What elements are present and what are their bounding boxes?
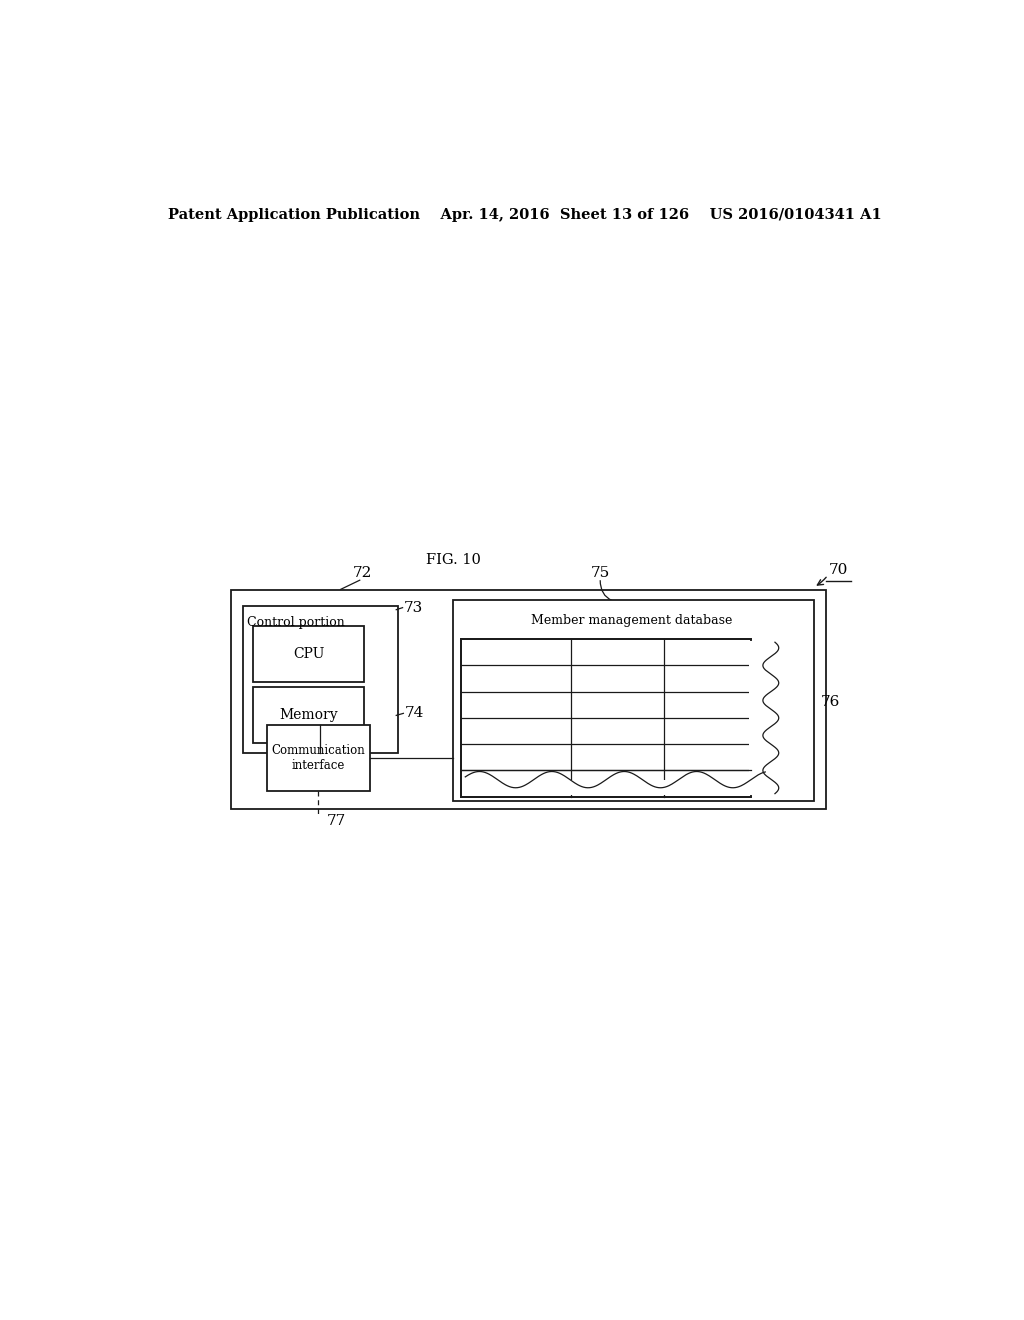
Text: 72: 72 <box>352 566 372 579</box>
Text: 77: 77 <box>327 814 346 828</box>
Text: CPU: CPU <box>293 647 325 661</box>
Text: Control portion: Control portion <box>247 616 345 628</box>
Bar <box>461 639 751 797</box>
Text: 76: 76 <box>821 696 840 709</box>
Bar <box>267 725 370 791</box>
Bar <box>253 626 365 682</box>
Bar <box>750 642 793 795</box>
Text: 73: 73 <box>404 601 423 615</box>
Text: 70: 70 <box>828 564 848 577</box>
Text: Patent Application Publication    Apr. 14, 2016  Sheet 13 of 126    US 2016/0104: Patent Application Publication Apr. 14, … <box>168 209 882 222</box>
Text: Member management database: Member management database <box>531 614 732 627</box>
Text: 75: 75 <box>591 566 610 579</box>
Text: Memory: Memory <box>280 708 338 722</box>
Bar <box>454 599 814 801</box>
Bar <box>253 686 365 743</box>
Text: FIG. 10: FIG. 10 <box>426 553 481 566</box>
Text: Communication
interface: Communication interface <box>271 743 366 772</box>
Bar <box>231 590 826 809</box>
Text: 74: 74 <box>404 706 424 721</box>
Bar <box>463 780 776 795</box>
Bar <box>243 606 397 752</box>
